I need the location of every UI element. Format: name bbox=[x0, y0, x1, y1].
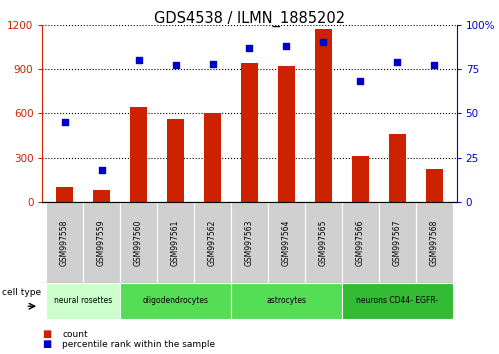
Point bbox=[319, 40, 327, 45]
Polygon shape bbox=[342, 202, 379, 283]
Text: GSM997558: GSM997558 bbox=[60, 219, 69, 266]
Text: count: count bbox=[62, 330, 88, 339]
Text: GSM997563: GSM997563 bbox=[245, 219, 254, 266]
Bar bbox=[93, 190, 110, 202]
Text: astrocytes: astrocytes bbox=[266, 296, 306, 306]
Bar bbox=[204, 113, 221, 202]
Text: ■: ■ bbox=[42, 329, 52, 339]
Polygon shape bbox=[46, 202, 83, 283]
Text: cell type: cell type bbox=[2, 287, 41, 297]
Polygon shape bbox=[231, 283, 342, 319]
Polygon shape bbox=[46, 283, 120, 319]
Polygon shape bbox=[83, 202, 120, 283]
Polygon shape bbox=[157, 202, 194, 283]
Text: ■: ■ bbox=[42, 339, 52, 349]
Polygon shape bbox=[342, 283, 453, 319]
Polygon shape bbox=[305, 202, 342, 283]
Text: GSM997564: GSM997564 bbox=[282, 219, 291, 266]
Polygon shape bbox=[416, 202, 453, 283]
Bar bbox=[130, 107, 147, 202]
Bar bbox=[426, 169, 443, 202]
Polygon shape bbox=[194, 202, 231, 283]
Text: GSM997562: GSM997562 bbox=[208, 219, 217, 266]
Point bbox=[60, 119, 68, 125]
Text: GSM997559: GSM997559 bbox=[97, 219, 106, 266]
Point bbox=[431, 63, 439, 68]
Text: GDS4538 / ILMN_1885202: GDS4538 / ILMN_1885202 bbox=[154, 11, 345, 27]
Bar bbox=[315, 29, 332, 202]
Text: oligodendrocytes: oligodendrocytes bbox=[143, 296, 209, 306]
Point bbox=[135, 57, 143, 63]
Text: GSM997565: GSM997565 bbox=[319, 219, 328, 266]
Point bbox=[98, 167, 106, 173]
Bar bbox=[278, 66, 295, 202]
Bar bbox=[56, 187, 73, 202]
Text: neural rosettes: neural rosettes bbox=[54, 296, 112, 306]
Point bbox=[246, 45, 253, 51]
Text: GSM997561: GSM997561 bbox=[171, 219, 180, 266]
Polygon shape bbox=[120, 283, 231, 319]
Bar bbox=[241, 63, 258, 202]
Polygon shape bbox=[231, 202, 268, 283]
Point bbox=[356, 79, 364, 84]
Polygon shape bbox=[379, 202, 416, 283]
Polygon shape bbox=[268, 202, 305, 283]
Text: percentile rank within the sample: percentile rank within the sample bbox=[62, 339, 216, 349]
Text: GSM997568: GSM997568 bbox=[430, 219, 439, 266]
Point bbox=[209, 61, 217, 67]
Bar bbox=[389, 134, 406, 202]
Bar bbox=[167, 119, 184, 202]
Text: GSM997566: GSM997566 bbox=[356, 219, 365, 266]
Point bbox=[393, 59, 401, 65]
Text: GSM997567: GSM997567 bbox=[393, 219, 402, 266]
Text: neurons CD44- EGFR-: neurons CD44- EGFR- bbox=[356, 296, 439, 306]
Text: GSM997560: GSM997560 bbox=[134, 219, 143, 266]
Point bbox=[282, 43, 290, 49]
Bar bbox=[352, 156, 369, 202]
Point bbox=[172, 63, 180, 68]
Polygon shape bbox=[120, 202, 157, 283]
